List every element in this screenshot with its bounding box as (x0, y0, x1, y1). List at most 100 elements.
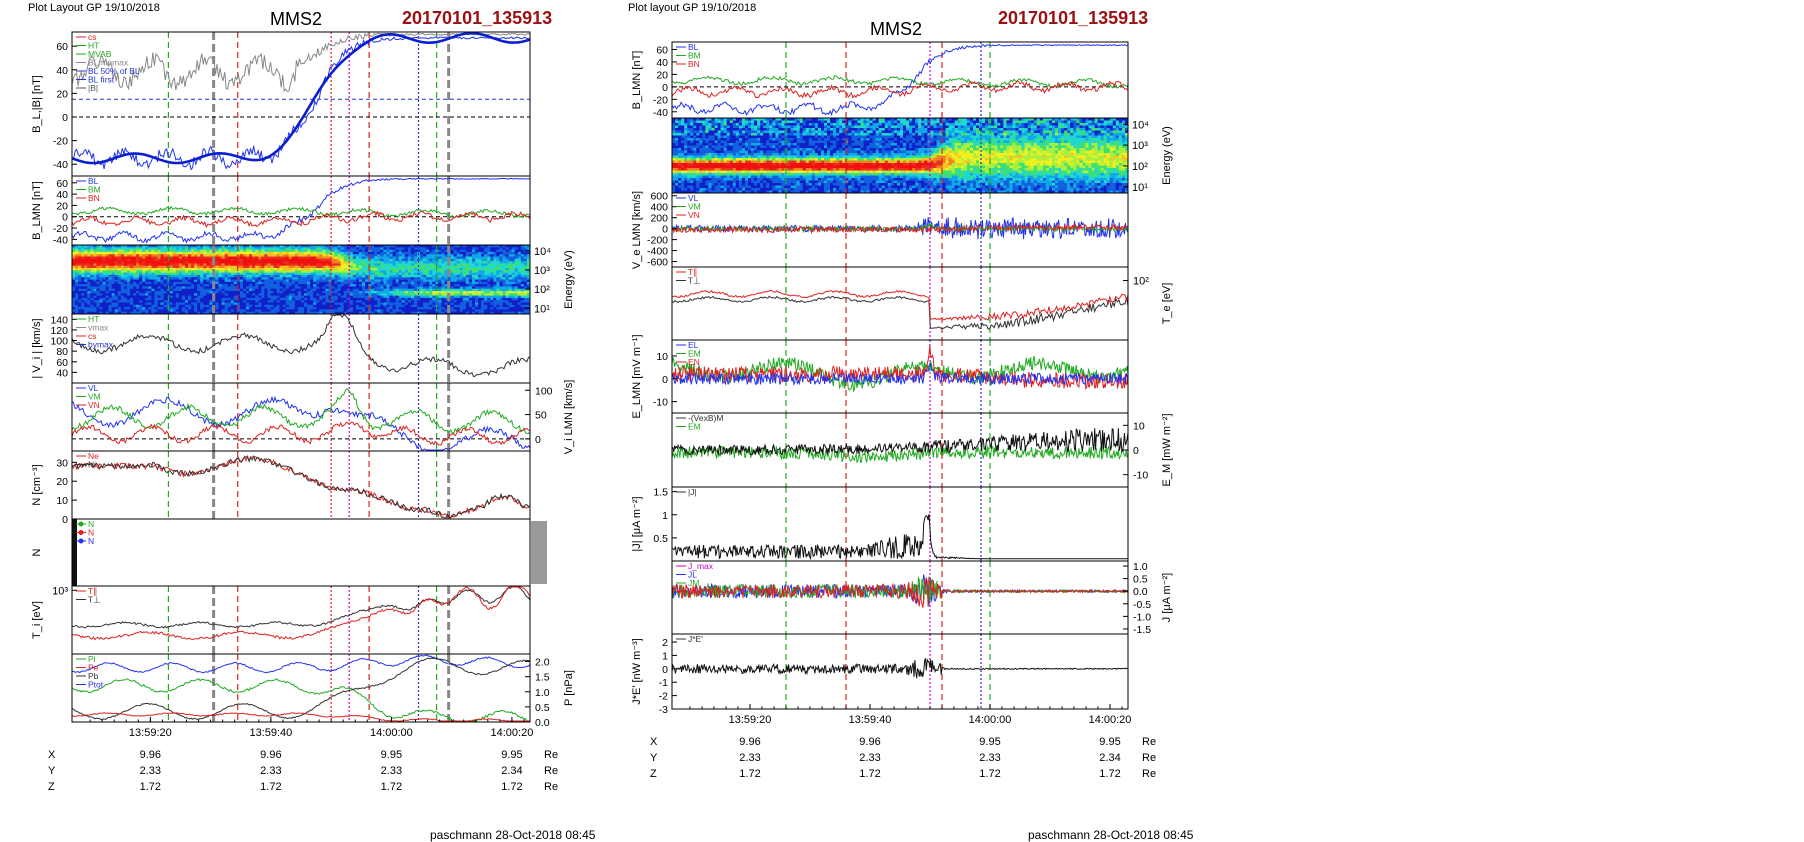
right-ylabel-7: J [μA m⁻²] (1161, 573, 1173, 622)
left-panel-frame-8 (72, 654, 530, 722)
right-ytick: 0 (662, 224, 668, 236)
left-ytick: 40 (56, 189, 68, 201)
left-legend-3-3: bymax (88, 340, 114, 350)
right-legend-8-0: J*E' (688, 634, 703, 644)
right-ytick: 1 (662, 650, 668, 662)
left-spec-tick: 10² (534, 284, 550, 296)
left-ephem-value: 1.72 (381, 781, 402, 793)
left-ytick: 0.0 (535, 717, 550, 729)
right-ylabel-1: Energy (eV) (1161, 126, 1173, 185)
left-spectrogram (72, 245, 531, 315)
left-ytick: -20 (53, 223, 68, 235)
left-footer: paschmann 28-Oct-2018 08:45 (430, 828, 595, 842)
right-ephem-value: 1.72 (739, 768, 760, 780)
right-legend-4-2: EN (688, 357, 700, 367)
right-ephem-unit: Re (1142, 768, 1156, 780)
right-ytick: 0 (1133, 445, 1139, 457)
right-ephem-value: 2.33 (739, 752, 760, 764)
right-ytick: 10² (1133, 276, 1149, 288)
left-legend-8-3: Ptot (88, 680, 104, 690)
right-ephem-value: 2.33 (859, 752, 880, 764)
left-spec-tick: 10⁴ (534, 246, 551, 258)
right-ytick: -3 (659, 704, 668, 716)
left-series-0-2 (72, 33, 530, 163)
left-empty-edge-left (72, 519, 77, 586)
left-ylabel-1: B_LMN [nT] (31, 181, 43, 240)
left-ylabel-3: | V_i | [km/s] (31, 318, 43, 378)
left-ephem-value: 1.72 (501, 781, 522, 793)
right-series-0-1 (672, 76, 1128, 88)
right-series-5-1 (672, 428, 1128, 455)
left-ephem-value: 9.95 (501, 749, 522, 761)
right-panel-frame-4 (672, 340, 1128, 413)
right-ytick: -1.0 (1133, 611, 1151, 623)
left-ephem-label-Y: Y (48, 765, 56, 777)
left-ytick: -40 (53, 159, 68, 171)
left-ephem-value: 2.33 (140, 765, 161, 777)
right-ephem-value: 1.72 (859, 768, 880, 780)
left-legend-7-1: T⊥ (88, 595, 101, 605)
left-ytick: -20 (53, 136, 68, 148)
left-ytick: 60 (56, 357, 68, 369)
right-ytick: 60 (656, 44, 668, 56)
left-ytick: 2.0 (535, 657, 550, 669)
right-series-7-2 (672, 578, 1128, 608)
left-series-8-3 (72, 713, 530, 721)
right-ytick: 200 (650, 213, 668, 225)
left-series-7-0 (72, 587, 530, 628)
right-time-tick-2: 14:00:00 (969, 714, 1012, 726)
right-legend-7-3: JN (688, 587, 698, 597)
right-series-6-0 (672, 514, 1128, 559)
right-ytick: 1.0 (1133, 561, 1148, 573)
left-ytick: 120 (50, 325, 68, 337)
right-ytick: 10 (656, 351, 668, 363)
left-ephem-label-Z: Z (48, 781, 55, 793)
right-ytick: -600 (647, 257, 668, 269)
right-legend-3-1: T⊥ (688, 276, 701, 286)
right-ytick: -1.5 (1133, 624, 1151, 636)
right-ytick: -400 (647, 246, 668, 258)
right-ylabel-8: J*E' [nW m⁻³] (631, 638, 643, 705)
right-ephem-unit: Re (1142, 752, 1156, 764)
left-series-8-2 (72, 658, 530, 720)
right-ytick: 0.5 (653, 533, 668, 545)
left-ephem-unit: Re (544, 765, 558, 777)
right-legend-5-1: EM (688, 422, 701, 432)
left-time-tick-0: 13:59:20 (129, 727, 172, 739)
right-ephem-value: 9.95 (979, 736, 1000, 748)
right-ytick: 0 (662, 374, 668, 386)
left-ylabel-4: V_i LMN [km/s] (563, 380, 575, 455)
right-ytick: 400 (650, 202, 668, 214)
left-ylabel-6: N (31, 548, 43, 556)
left-legend-6-2: N (88, 536, 94, 546)
left-ephem-value: 2.34 (501, 765, 522, 777)
left-ytick: 1.0 (535, 687, 550, 699)
right-ytick: 0.5 (1133, 574, 1148, 586)
right-ytick: -10 (653, 397, 668, 409)
left-time-tick-1: 13:59:40 (249, 727, 292, 739)
right-ytick: -200 (647, 235, 668, 247)
left-ephem-value: 2.33 (260, 765, 281, 777)
left-series-8-0 (72, 655, 530, 673)
right-ylabel-4: E_LMN [mV m⁻¹] (631, 334, 643, 418)
left-ylabel-5: N [cm⁻³] (31, 464, 43, 505)
left-ytick: 0 (62, 212, 68, 224)
left-time-tick-3: 14:00:20 (491, 727, 534, 739)
left-spec-tick: 10³ (534, 265, 550, 277)
right-ytick: -1 (659, 677, 668, 689)
left-ytick: 140 (50, 314, 68, 326)
left-series-8-1 (72, 679, 530, 721)
left-panel-frame-7 (72, 586, 530, 654)
left-ephem-value: 9.96 (260, 749, 281, 761)
left-ytick: 100 (50, 336, 68, 348)
left-ytick: 30 (56, 457, 68, 469)
left-ytick: 0 (535, 434, 541, 446)
right-ytick: 0 (662, 82, 668, 94)
